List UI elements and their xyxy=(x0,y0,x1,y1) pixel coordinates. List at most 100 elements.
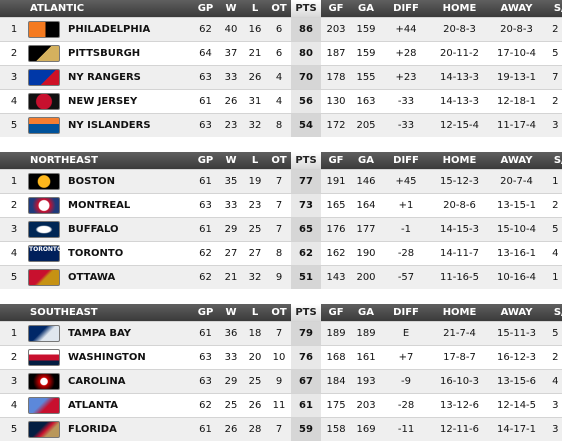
team-cell[interactable]: MONTREAL xyxy=(28,193,192,218)
team-name[interactable]: TAMPA BAY xyxy=(68,328,132,339)
team-link[interactable]: NY ISLANDERS xyxy=(28,114,192,137)
team-cell[interactable]: NY ISLANDERS xyxy=(28,113,192,137)
team-name[interactable]: BOSTON xyxy=(68,176,116,187)
column-header-diff[interactable]: DIFF xyxy=(381,304,432,322)
column-header-ot[interactable]: OT xyxy=(267,0,291,18)
team-cell[interactable]: TAMPA BAY xyxy=(28,321,193,346)
team-row[interactable]: 3 CAROLINA 63 29 25 9 67 184 193 -9 16-10-3 13-15-6… xyxy=(0,369,562,394)
islanders-logo-icon[interactable] xyxy=(28,117,60,134)
column-header-home[interactable]: HOME xyxy=(431,304,489,322)
team-row[interactable]: 2 PITTSBURGH 64 37 21 6 80 187 159 +28 20-11-2 17-1… xyxy=(0,41,562,66)
team-row[interactable]: 4 TORONTO MAPLE LEAFS TORONTO 62 27 27 8 62 162 1… xyxy=(0,241,562,266)
column-header-pts[interactable]: PTS xyxy=(291,152,321,170)
team-name[interactable]: FLORIDA xyxy=(68,424,117,435)
team-cell[interactable]: NY RANGERS xyxy=(28,65,192,90)
column-header-so[interactable]: S/O xyxy=(545,304,562,322)
flyers-logo-icon[interactable] xyxy=(28,21,60,38)
column-header-away[interactable]: AWAY xyxy=(488,152,545,170)
team-name[interactable]: OTTAWA xyxy=(68,272,116,283)
rangers-logo-icon[interactable] xyxy=(28,69,60,86)
team-link[interactable]: CAROLINA xyxy=(28,371,192,394)
team-cell[interactable]: TORONTO MAPLE LEAFS TORONTO xyxy=(28,241,192,266)
team-cell[interactable]: CAROLINA xyxy=(28,369,193,394)
panthers-logo-icon[interactable] xyxy=(28,421,60,438)
team-link[interactable]: BUFFALO xyxy=(28,219,192,242)
team-link[interactable]: NEW JERSEY xyxy=(28,91,192,114)
team-link[interactable]: WASHINGTON xyxy=(28,347,192,370)
team-row[interactable]: 3 NY RANGERS 63 33 26 4 70 178 155 +23 14-13-3 19-1… xyxy=(0,65,562,90)
column-header-w[interactable]: W xyxy=(219,0,243,18)
team-cell[interactable]: BOSTON xyxy=(28,169,192,194)
team-name[interactable]: PITTSBURGH xyxy=(68,48,141,59)
column-header-diff[interactable]: DIFF xyxy=(381,0,431,18)
team-name[interactable]: PHILADELPHIA xyxy=(68,24,151,35)
column-header-ga[interactable]: GA xyxy=(351,304,382,322)
column-header-gf[interactable]: GF xyxy=(321,152,351,170)
hurricanes-logo-icon[interactable] xyxy=(28,373,60,390)
capitals-logo-icon[interactable] xyxy=(28,349,60,366)
team-name[interactable]: NEW JERSEY xyxy=(68,96,138,107)
team-name[interactable]: CAROLINA xyxy=(68,376,126,387)
team-cell[interactable]: OTTAWA xyxy=(28,265,192,289)
team-link[interactable]: ATLANTA xyxy=(28,395,192,418)
column-header-l[interactable]: L xyxy=(243,152,267,170)
team-cell[interactable]: NEW JERSEY xyxy=(28,89,192,114)
column-header-gp[interactable]: GP xyxy=(192,152,219,170)
team-link[interactable]: BOSTON xyxy=(28,171,192,194)
column-header-pts[interactable]: PTS xyxy=(291,0,321,18)
column-header-gf[interactable]: GF xyxy=(321,304,352,322)
team-link[interactable]: NY RANGERS xyxy=(28,67,192,90)
column-header-w[interactable]: W xyxy=(219,152,243,170)
team-link[interactable]: PITTSBURGH xyxy=(28,43,192,66)
team-row[interactable]: 1 TAMPA BAY 61 36 18 7 79 189 189 E 21-7-4 15-11-3 5… xyxy=(0,321,562,346)
team-row[interactable]: 5 OTTAWA 62 21 32 9 51 143 200 -57 11-16-5 10-16-4 1… xyxy=(0,265,562,289)
column-header-home[interactable]: HOME xyxy=(431,0,488,18)
column-header-home[interactable]: HOME xyxy=(431,152,488,170)
penguins-logo-icon[interactable] xyxy=(28,45,60,62)
column-header-away[interactable]: AWAY xyxy=(488,304,546,322)
column-header-so[interactable]: S/O xyxy=(545,152,562,170)
team-name[interactable]: WASHINGTON xyxy=(68,352,146,363)
team-row[interactable]: 5 FLORIDA 61 26 28 7 59 158 169 -11 12-11-6 14-17-1… xyxy=(0,417,562,441)
team-link[interactable]: PHILADELPHIA xyxy=(28,19,192,42)
team-cell[interactable]: BUFFALO xyxy=(28,217,192,242)
column-header-so[interactable]: S/O xyxy=(545,0,562,18)
team-name[interactable]: ATLANTA xyxy=(68,400,119,411)
senators-logo-icon[interactable] xyxy=(28,269,60,286)
team-row[interactable]: 4 ATLANTA 62 25 26 11 61 175 203 -28 13-12-6 12-14-… xyxy=(0,393,562,418)
team-cell[interactable]: ATLANTA xyxy=(28,393,193,418)
thrashers-logo-icon[interactable] xyxy=(28,397,60,414)
devils-logo-icon[interactable] xyxy=(28,93,60,110)
team-row[interactable]: 4 NEW JERSEY 61 26 31 4 56 130 163 -33 14-13-3 12-1… xyxy=(0,89,562,114)
column-header-ot[interactable]: OT xyxy=(267,152,291,170)
team-link[interactable]: TORONTO MAPLE LEAFS TORONTO xyxy=(28,243,192,266)
team-name[interactable]: NY RANGERS xyxy=(68,72,141,83)
team-link[interactable]: TAMPA BAY xyxy=(28,323,192,346)
team-row[interactable]: 1 BOSTON 61 35 19 7 77 191 146 +45 15-12-3 20-7-4 1 … xyxy=(0,169,562,194)
team-row[interactable]: 1 PHILADELPHIA 62 40 16 6 86 203 159 +44 20-8-3 20-… xyxy=(0,17,562,42)
team-row[interactable]: 2 MONTREAL 63 33 23 7 73 165 164 +1 20-8-6 13-15-1 2… xyxy=(0,193,562,218)
column-header-gp[interactable]: GP xyxy=(192,0,219,18)
column-header-diff[interactable]: DIFF xyxy=(381,152,431,170)
team-link[interactable]: OTTAWA xyxy=(28,266,192,289)
column-header-w[interactable]: W xyxy=(219,304,244,322)
team-row[interactable]: 3 BUFFALO 61 29 25 7 65 176 177 -1 14-15-3 15-10-4 5… xyxy=(0,217,562,242)
team-cell[interactable]: WASHINGTON xyxy=(28,345,193,370)
team-name[interactable]: TORONTO xyxy=(68,248,124,259)
column-header-ga[interactable]: GA xyxy=(351,152,381,170)
team-name[interactable]: NY ISLANDERS xyxy=(68,120,151,131)
team-link[interactable]: MONTREAL xyxy=(28,195,192,218)
team-cell[interactable]: PHILADELPHIA xyxy=(28,17,192,42)
team-name[interactable]: BUFFALO xyxy=(68,224,119,235)
column-header-gp[interactable]: GP xyxy=(192,304,220,322)
canadiens-logo-icon[interactable] xyxy=(28,197,60,214)
team-cell[interactable]: PITTSBURGH xyxy=(28,41,192,66)
team-cell[interactable]: FLORIDA xyxy=(28,417,193,441)
maple-leafs-logo-icon[interactable]: TORONTO MAPLE LEAFS xyxy=(28,245,110,262)
column-header-pts[interactable]: PTS xyxy=(291,304,322,322)
column-header-away[interactable]: AWAY xyxy=(488,0,545,18)
team-row[interactable]: 5 NY ISLANDERS 63 23 32 8 54 172 205 -33 12-15-4 11… xyxy=(0,113,562,137)
column-header-l[interactable]: L xyxy=(243,304,268,322)
bruins-logo-icon[interactable] xyxy=(28,173,60,190)
column-header-ga[interactable]: GA xyxy=(351,0,381,18)
